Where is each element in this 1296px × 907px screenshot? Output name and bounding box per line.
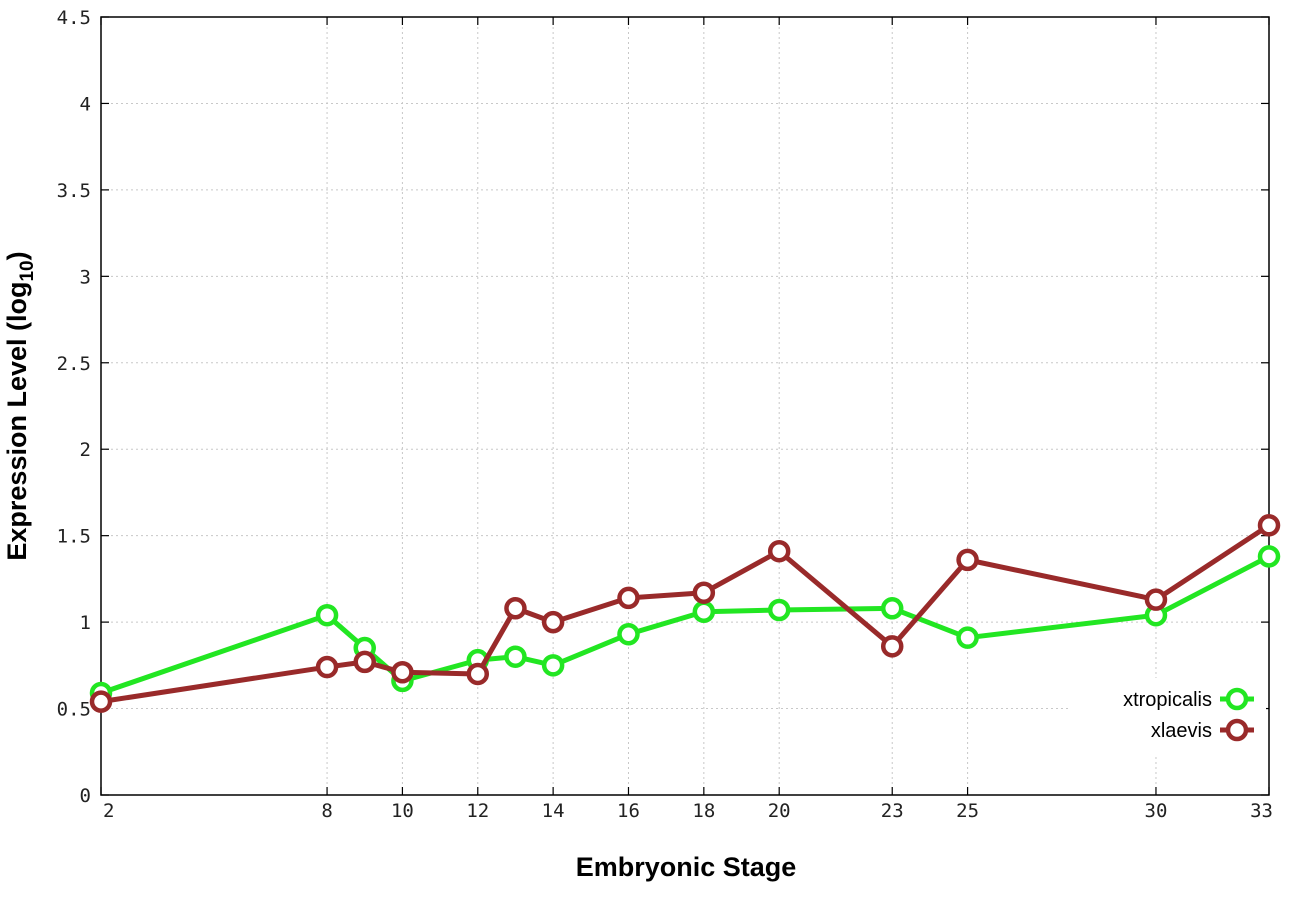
x-tick-label: 33: [1250, 800, 1273, 822]
y-axis-title: Expression Level (log10): [2, 251, 38, 560]
point-xlaevis: [1144, 588, 1168, 611]
axis-ticks: 0 0.5 1 1.5 2 2.5 3 3.5 4 4.5 2 8 10 12 14 16 18 20 23 25 30…: [57, 7, 1273, 822]
x-tick-label: 23: [881, 800, 904, 822]
legend-label-xlaevis: xlaevis: [1151, 720, 1212, 742]
point-xlaevis: [89, 690, 113, 713]
x-tick-label: 25: [956, 800, 979, 822]
legend-label-xtropicalis: xtropicalis: [1123, 689, 1212, 711]
y-axis-title-close: ): [2, 251, 32, 260]
point-xlaevis: [541, 610, 565, 634]
legend-swatch-marker-xlaevis: [1225, 718, 1249, 742]
point-xlaevis: [880, 635, 904, 658]
series-group: [89, 514, 1281, 713]
point-xtropicalis: [617, 622, 640, 646]
legend-swatch-marker-xtropicalis: [1225, 687, 1249, 711]
plot-frame: [100, 16, 1270, 796]
point-xtropicalis: [956, 626, 979, 649]
legend: xtropicalis xlaevis: [1070, 678, 1266, 756]
point-xlaevis: [315, 655, 339, 679]
x-tick-label: 2: [103, 800, 114, 822]
x-tick-label: 16: [617, 800, 640, 822]
point-xtropicalis: [1257, 545, 1281, 568]
point-xtropicalis: [504, 645, 527, 668]
y-tick-label: 3.5: [57, 180, 91, 202]
y-tick-label: 4: [80, 93, 91, 115]
point-xtropicalis: [315, 603, 339, 627]
x-tick-label: 14: [542, 800, 565, 822]
y-axis-title-subscript: 10: [17, 260, 38, 281]
x-tick-label: 18: [692, 800, 715, 822]
point-xlaevis: [1257, 514, 1281, 537]
point-xlaevis: [617, 586, 640, 610]
y-axis-title-main: Expression Level (log: [2, 282, 32, 561]
y-tick-label: 0: [80, 785, 91, 807]
point-xlaevis: [956, 548, 979, 572]
x-tick-label: 20: [768, 800, 791, 822]
point-xtropicalis: [541, 654, 565, 677]
point-xtropicalis: [880, 597, 904, 620]
y-tick-label: 1.5: [57, 526, 91, 548]
series-line-xlaevis: [100, 523, 1271, 705]
point-xlaevis: [466, 662, 490, 686]
point-xlaevis: [391, 660, 414, 684]
x-axis-title: Embryonic Stage: [576, 852, 797, 882]
y-tick-label: 1: [80, 612, 91, 634]
y-tick-label: 2: [80, 439, 91, 461]
point-xlaevis: [353, 650, 376, 674]
x-tick-label: 10: [391, 800, 414, 822]
y-tick-label: 4.5: [57, 7, 91, 29]
y-tick-label: 0.5: [57, 699, 91, 721]
point-xlaevis: [504, 597, 527, 620]
point-xlaevis: [767, 539, 791, 563]
x-tick-label: 8: [321, 800, 332, 822]
point-xlaevis: [692, 581, 716, 604]
point-xtropicalis: [692, 600, 716, 623]
point-xtropicalis: [767, 598, 791, 622]
x-tick-label: 30: [1145, 800, 1168, 822]
y-tick-label: 2.5: [57, 353, 91, 375]
x-tick-label: 12: [466, 800, 489, 822]
y-tick-label: 3: [80, 266, 91, 288]
